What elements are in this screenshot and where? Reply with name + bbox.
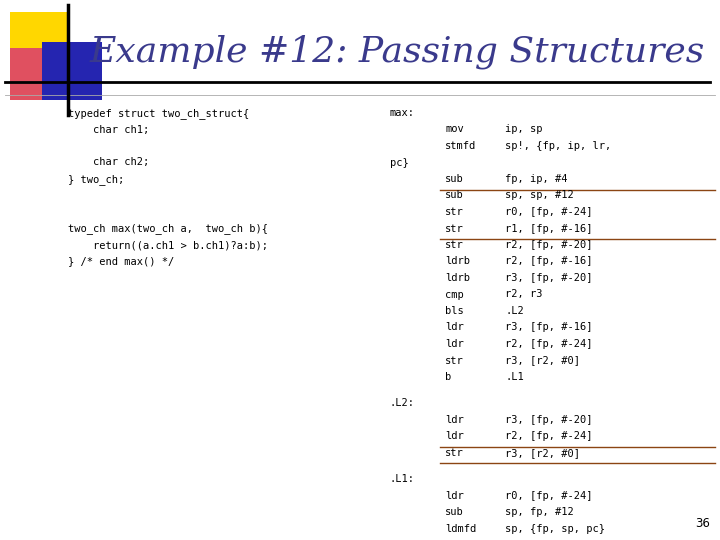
- Text: sp, {fp, sp, pc}: sp, {fp, sp, pc}: [505, 524, 605, 534]
- Text: sub: sub: [445, 174, 464, 184]
- Text: ldrb: ldrb: [445, 256, 470, 267]
- Text: stmfd: stmfd: [445, 141, 476, 151]
- Text: .L1:: .L1:: [390, 474, 415, 484]
- Text: pc}: pc}: [390, 158, 409, 167]
- Text: sub: sub: [445, 191, 464, 200]
- Text: r3, [r2, #0]: r3, [r2, #0]: [505, 448, 580, 458]
- Text: sp!, {fp, ip, lr,: sp!, {fp, ip, lr,: [505, 141, 611, 151]
- Bar: [42, 42, 102, 100]
- Text: r2, [fp, #-20]: r2, [fp, #-20]: [505, 240, 593, 250]
- Text: mov: mov: [445, 125, 464, 134]
- Text: 36: 36: [695, 517, 710, 530]
- Text: r0, [fp, #-24]: r0, [fp, #-24]: [505, 207, 593, 217]
- Text: str: str: [445, 355, 464, 366]
- Text: r2, r3: r2, r3: [505, 289, 542, 300]
- Text: r2, [fp, #-16]: r2, [fp, #-16]: [505, 256, 593, 267]
- Text: r2, [fp, #-24]: r2, [fp, #-24]: [505, 339, 593, 349]
- Text: r3, [fp, #-20]: r3, [fp, #-20]: [505, 415, 593, 425]
- Text: ldr: ldr: [445, 322, 464, 333]
- Text: sp, fp, #12: sp, fp, #12: [505, 507, 574, 517]
- Text: typedef struct two_ch_struct{: typedef struct two_ch_struct{: [68, 108, 249, 119]
- Text: return((a.ch1 > b.ch1)?a:b);: return((a.ch1 > b.ch1)?a:b);: [68, 240, 268, 250]
- Text: cmp: cmp: [445, 289, 464, 300]
- Text: .L2: .L2: [505, 306, 523, 316]
- Text: ldr: ldr: [445, 415, 464, 425]
- Text: .L2:: .L2:: [390, 399, 415, 408]
- Text: r3, [fp, #-16]: r3, [fp, #-16]: [505, 322, 593, 333]
- Text: ldr: ldr: [445, 491, 464, 501]
- Text: } /* end max() */: } /* end max() */: [68, 256, 174, 267]
- Text: r3, [r2, #0]: r3, [r2, #0]: [505, 355, 580, 366]
- Text: } two_ch;: } two_ch;: [68, 174, 125, 185]
- Text: str: str: [445, 224, 464, 233]
- Text: fp, ip, #4: fp, ip, #4: [505, 174, 567, 184]
- Text: r1, [fp, #-16]: r1, [fp, #-16]: [505, 224, 593, 233]
- Text: bls: bls: [445, 306, 464, 316]
- Text: str: str: [445, 240, 464, 250]
- Text: sp, sp, #12: sp, sp, #12: [505, 191, 574, 200]
- Text: ldr: ldr: [445, 431, 464, 441]
- Text: max:: max:: [390, 108, 415, 118]
- Text: b: b: [445, 372, 451, 382]
- Text: char ch1;: char ch1;: [68, 125, 149, 134]
- Text: two_ch max(two_ch a,  two_ch b){: two_ch max(two_ch a, two_ch b){: [68, 224, 268, 234]
- Text: ldmfd: ldmfd: [445, 524, 476, 534]
- Text: .L1: .L1: [505, 372, 523, 382]
- Text: r0, [fp, #-24]: r0, [fp, #-24]: [505, 491, 593, 501]
- Text: ldrb: ldrb: [445, 273, 470, 283]
- Text: ldr: ldr: [445, 339, 464, 349]
- Bar: [10, 48, 62, 100]
- Text: r2, [fp, #-24]: r2, [fp, #-24]: [505, 431, 593, 441]
- Bar: [10, 12, 68, 69]
- Text: str: str: [445, 207, 464, 217]
- Text: sub: sub: [445, 507, 464, 517]
- Text: char ch2;: char ch2;: [68, 158, 149, 167]
- Text: str: str: [445, 448, 464, 458]
- Text: Example #12: Passing Structures: Example #12: Passing Structures: [90, 35, 706, 69]
- Text: ip, sp: ip, sp: [505, 125, 542, 134]
- Text: r3, [fp, #-20]: r3, [fp, #-20]: [505, 273, 593, 283]
